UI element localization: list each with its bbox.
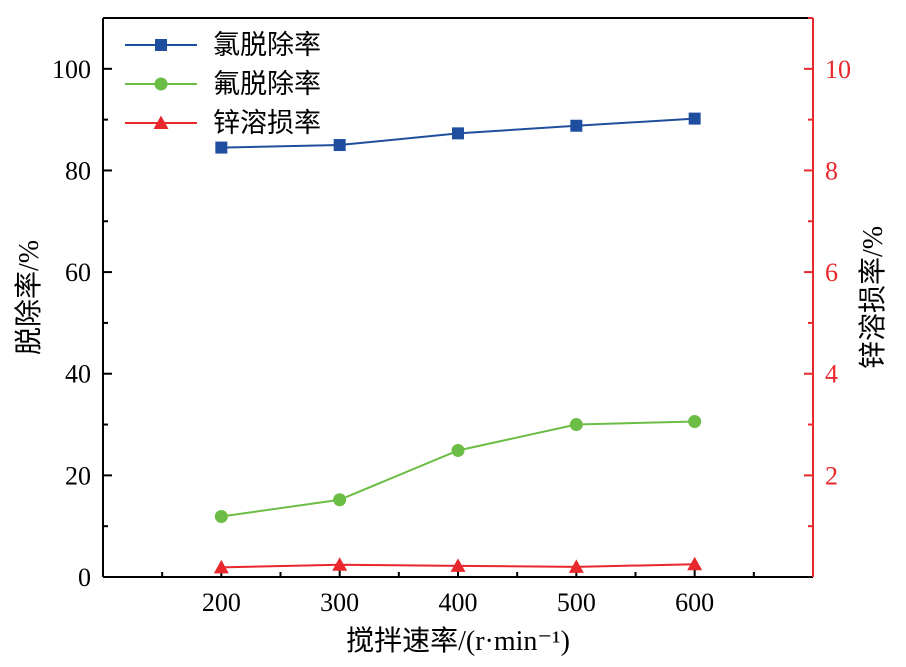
left-y-tick-label: 40 [65, 360, 91, 389]
x-tick-label: 400 [439, 588, 478, 617]
right-y-tick-label: 8 [825, 156, 838, 185]
legend-item: 氯脱除率 [125, 30, 321, 60]
right-y-axis-title: 锌溶损率/% [857, 226, 889, 369]
legend-label: 氟脱除率 [213, 69, 321, 99]
x-axis-title: 搅拌速率/(r·min⁻¹) [346, 625, 570, 657]
data-point [688, 414, 702, 428]
data-point [214, 510, 228, 524]
data-point [213, 559, 229, 574]
series-line [221, 420, 695, 518]
data-point [688, 112, 701, 125]
x-tick-label: 600 [675, 588, 714, 617]
left-y-tick-label: 60 [65, 258, 91, 287]
data-point [333, 139, 346, 152]
legend-label: 氯脱除率 [213, 30, 321, 60]
x-tick-label: 200 [202, 588, 241, 617]
series-layer [213, 112, 703, 574]
series-2 [214, 414, 702, 524]
legend-marker [155, 39, 167, 51]
data-point [333, 493, 347, 507]
left-y-tick-label: 80 [65, 156, 91, 185]
left-y-tick-label: 20 [65, 461, 91, 490]
data-point [687, 556, 703, 571]
data-point [451, 443, 465, 457]
series-1 [215, 112, 701, 154]
axes: 200 300 400 500 600 0 20 40 60 80 100 2 4 6 8 10 [52, 17, 851, 617]
data-point [452, 127, 464, 140]
right-y-tick-label: 10 [825, 55, 851, 84]
data-point [570, 119, 583, 132]
left-y-tick-label: 100 [52, 55, 91, 84]
data-point [568, 559, 584, 573]
right-y-tick-label: 4 [825, 360, 838, 389]
series-3 [213, 556, 703, 574]
right-y-tick-label: 2 [825, 461, 838, 490]
left-y-tick-label: 0 [78, 563, 91, 592]
legend-item: 锌溶损率 [125, 108, 321, 138]
legend-item: 氟脱除率 [125, 69, 321, 99]
right-y-tick-label: 6 [825, 258, 838, 287]
data-point [332, 557, 348, 571]
left-y-axis-title: 脱除率/% [13, 240, 45, 355]
x-tick-label: 500 [557, 588, 596, 617]
data-point [569, 418, 583, 432]
legend-label: 锌溶损率 [213, 108, 321, 138]
legend-marker [153, 115, 169, 129]
legend-marker [154, 77, 168, 91]
data-point [450, 558, 466, 572]
data-point [215, 141, 228, 154]
x-tick-label: 300 [320, 588, 359, 617]
